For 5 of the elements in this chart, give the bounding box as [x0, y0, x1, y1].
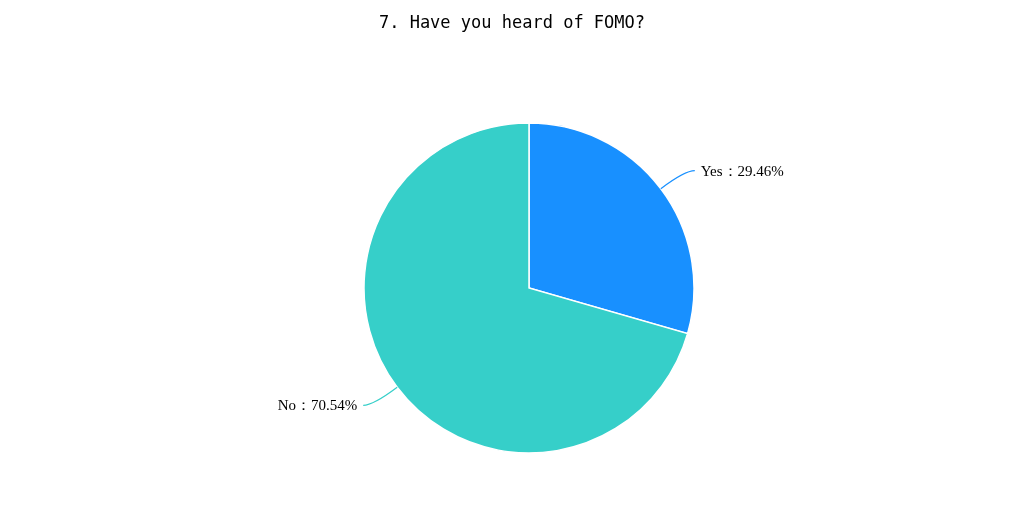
data-label: ：70.54% — [295, 397, 358, 414]
slice-label: Yes — [700, 162, 723, 179]
data-label: ：29.46% — [722, 162, 784, 179]
chart-title: 7. Have you heard of FOMO? — [378, 12, 646, 32]
slice-label: No — [277, 397, 296, 414]
